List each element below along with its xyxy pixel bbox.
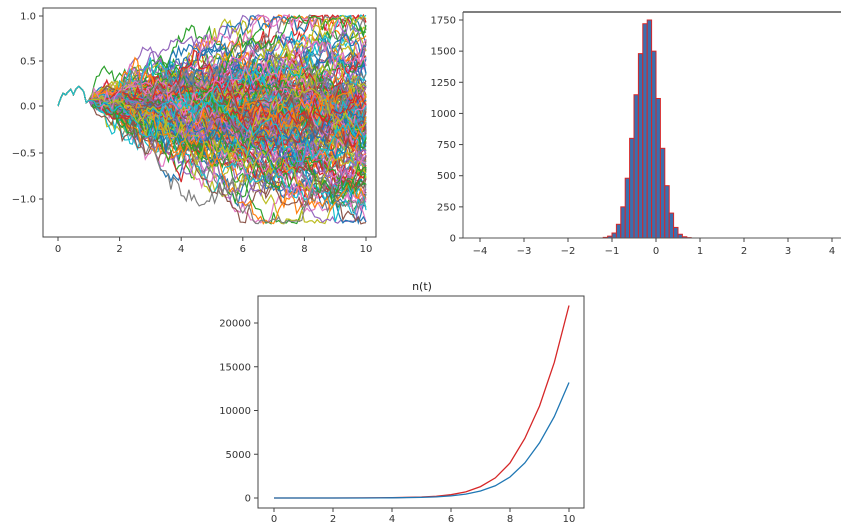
histogram-bar: [646, 19, 653, 239]
random-walk-series-line: [57, 78, 367, 148]
nt-y-tick-label: 0: [245, 494, 251, 505]
nt-x-tick-label: 6: [448, 514, 454, 522]
nt-chart-axes: 0 2 4 6 8 10 20000 15000 10000 5000 0: [219, 319, 575, 522]
histogram-bar: [629, 137, 635, 239]
histogram-y-tick-label: 1500: [431, 47, 456, 58]
nt-x-tick-label: 8: [507, 514, 513, 522]
histogram-chart: −4 −3 −2 −1 0 1 2 3 4 1750 1500 1250 1000 750 500 250 0: [431, 11, 841, 258]
histogram-bar: [611, 232, 617, 239]
nt-chart-title: n(t): [412, 280, 432, 293]
random-walk-y-tick-label: 1.0: [20, 12, 36, 23]
nt-x-tick-label: 2: [330, 514, 336, 522]
histogram-bar: [642, 23, 648, 239]
random-walk-series-line: [57, 62, 367, 115]
histogram-x-tick-label: 4: [829, 246, 835, 257]
nt-y-tick-label: 20000: [219, 319, 251, 330]
random-walk-y-tick-label: −1.0: [12, 195, 36, 206]
histogram-bar: [664, 185, 670, 239]
histogram-y-tick-label: 500: [437, 171, 456, 182]
histogram-y-tick-label: 1750: [431, 16, 456, 27]
random-walk-series-line: [57, 35, 367, 117]
random-walk-y-tick-label: −0.5: [12, 149, 36, 160]
random-walk-series-line: [57, 14, 367, 122]
histogram-bar: [673, 226, 679, 239]
random-walk-x-tick-label: 0: [55, 244, 61, 255]
nt-chart: n(t) 0 2 4 6 8 10 20000 15000 10000 5000 0: [219, 280, 585, 522]
histogram-bar: [637, 53, 644, 239]
histogram-bar: [677, 233, 683, 239]
random-walk-x-tick-label: 8: [301, 244, 307, 255]
histogram-x-tick-label: 1: [697, 246, 703, 257]
histogram-y-tick-label: 1250: [431, 78, 456, 89]
histogram-axes: −4 −3 −2 −1 0 1 2 3 4 1750 1500 1250 1000 750 500 250 0: [431, 16, 836, 258]
random-walk-x-tick-label: 10: [360, 244, 373, 255]
histogram-x-tick-label: 2: [741, 246, 747, 257]
histogram-bar: [655, 97, 661, 239]
random-walk-x-tick-label: 4: [178, 244, 184, 255]
histogram-x-tick-label: 3: [785, 246, 791, 257]
histogram-bar: [624, 177, 631, 239]
histogram-bar: [651, 50, 657, 239]
nt-chart-lines: [274, 305, 570, 499]
random-walk-axes: 0 2 4 6 8 10 1.0 0.5 0.0 −0.5 −1.0: [12, 12, 373, 256]
nt-y-tick-label: 15000: [219, 362, 251, 373]
histogram-bar: [659, 147, 666, 239]
histogram-x-tick-label: −4: [473, 246, 488, 257]
random-walk-series-line: [57, 85, 367, 163]
histogram-y-tick-label: 0: [450, 234, 456, 245]
random-walk-lines: [57, 13, 367, 225]
histogram-bar: [620, 206, 626, 239]
random-walk-y-tick-label: 0.5: [20, 57, 36, 68]
histogram-y-tick-label: 750: [437, 140, 456, 151]
random-walk-series-line: [57, 85, 367, 166]
histogram-x-tick-label: 0: [653, 246, 659, 257]
histogram-y-tick-label: 1000: [431, 109, 456, 120]
nt-series-line-1: [274, 305, 570, 499]
random-walk-series-line: [57, 65, 367, 204]
random-walk-y-tick-label: 0.0: [20, 102, 36, 113]
nt-x-tick-label: 4: [389, 514, 395, 522]
histogram-x-tick-label: −1: [605, 246, 620, 257]
histogram-bar: [668, 212, 675, 239]
random-walk-x-tick-label: 2: [116, 244, 122, 255]
histogram-bar: [633, 94, 639, 239]
histogram-y-tick-label: 250: [437, 202, 456, 213]
nt-x-tick-label: 0: [271, 514, 277, 522]
nt-plot-frame: [257, 295, 585, 509]
nt-y-tick-label: 5000: [226, 450, 251, 461]
random-walk-x-tick-label: 6: [240, 244, 246, 255]
histogram-x-tick-label: −2: [561, 246, 576, 257]
histogram-x-tick-label: −3: [517, 246, 532, 257]
histogram-bar: [615, 223, 622, 239]
random-walk-plot-frame: [42, 7, 377, 238]
nt-x-tick-label: 10: [563, 514, 576, 522]
nt-series-line-2: [274, 382, 570, 499]
nt-y-tick-label: 10000: [219, 406, 251, 417]
histogram-bars: [602, 19, 692, 239]
random-walk-chart: 0 2 4 6 8 10 1.0 0.5 0.0 −0.5 −1.0: [12, 7, 377, 256]
